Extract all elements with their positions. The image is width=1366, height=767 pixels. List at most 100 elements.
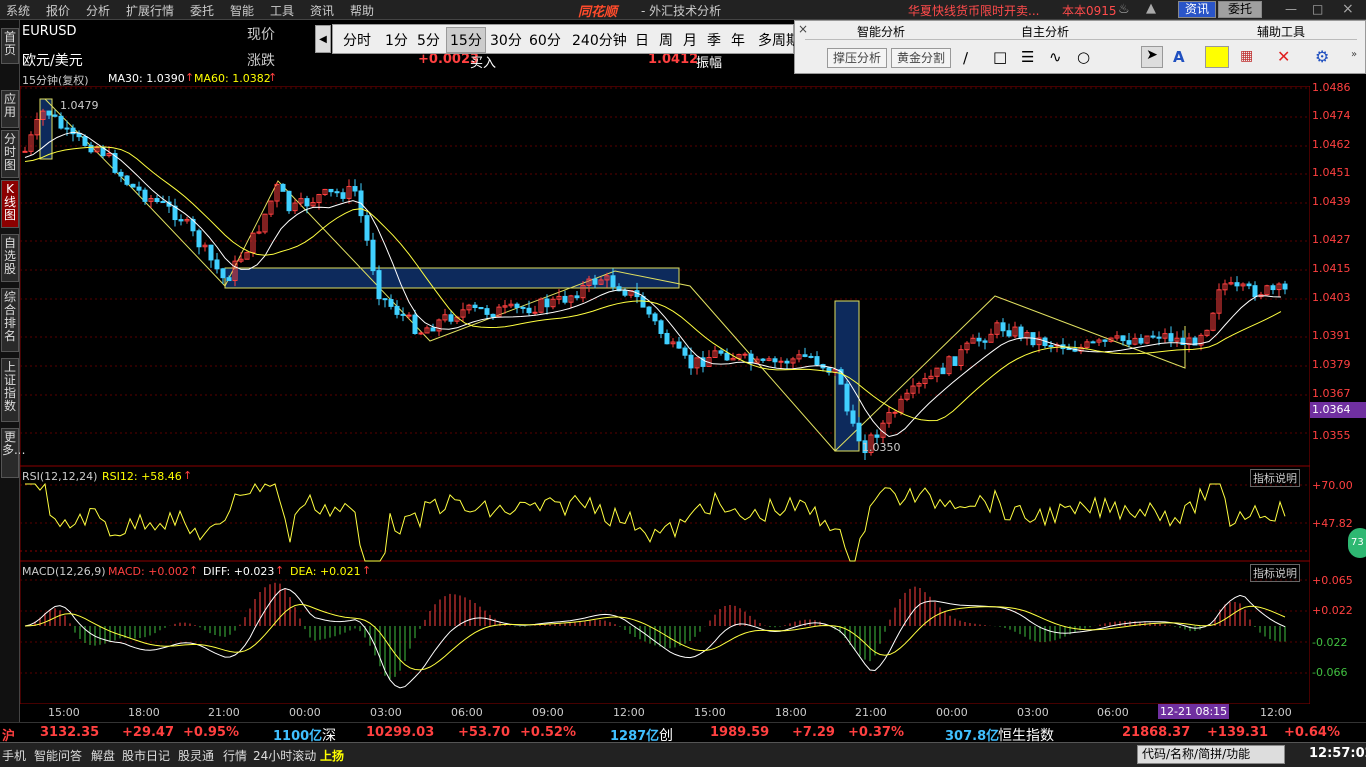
rect-tool-icon[interactable]: □ (993, 48, 1008, 66)
candle-body (1090, 341, 1096, 344)
bottom-analysis[interactable]: 解盘 (91, 749, 116, 763)
sh-percent: +0.95% (183, 725, 239, 740)
close-icon[interactable]: × (1342, 1, 1354, 17)
menu-quotes[interactable]: 报价 (46, 4, 71, 18)
menu-trade[interactable]: 委托 (190, 4, 215, 18)
nav-watchlist[interactable]: 自选股 (1, 234, 19, 282)
candle-body (322, 188, 328, 196)
candle-body (928, 375, 934, 380)
bottom-smart-qa[interactable]: 智能问答 (34, 749, 83, 763)
text-tool-icon[interactable]: A (1173, 48, 1185, 66)
period-day[interactable]: 日 (635, 33, 649, 49)
candle-body (532, 311, 538, 314)
list-tool-icon[interactable]: ☰ (1021, 48, 1035, 66)
candle-body (1114, 335, 1120, 339)
cy-percent: +0.37% (848, 725, 904, 740)
candle-body (874, 434, 880, 438)
candle-body (190, 218, 196, 232)
bottom-mobile[interactable]: 手机 (2, 749, 27, 763)
up-arrow-icon: ↑ (189, 564, 199, 577)
candle-body (82, 136, 88, 146)
settings-icon[interactable]: ⚙ (1315, 47, 1330, 66)
candle-body (784, 360, 790, 364)
shirt-icon[interactable]: ▲ (1146, 1, 1156, 16)
sz-volume: 1287亿 (610, 729, 660, 744)
candle-body (160, 201, 166, 204)
low-annotation: 1.0350 (862, 441, 901, 454)
info-button[interactable]: 资讯 (1178, 1, 1216, 18)
trade-button[interactable]: 委托 (1218, 1, 1262, 18)
line-tool-icon[interactable]: ∕ (963, 49, 969, 67)
period-15m[interactable]: 15分 (446, 27, 486, 53)
menu-smart[interactable]: 智能 (230, 4, 255, 18)
section-aux-tools: 辅助工具 (1257, 25, 1306, 39)
menu-help[interactable]: 帮助 (350, 4, 375, 18)
period-quarter[interactable]: 季 (707, 33, 721, 49)
period-month[interactable]: 月 (683, 33, 697, 49)
menu-system[interactable]: 系统 (6, 4, 31, 18)
candle-body (574, 295, 580, 299)
rsi-explain-button[interactable]: 指标说明 (1250, 469, 1300, 487)
code-search-input[interactable]: 代码/名称/简拼/功能 (1137, 745, 1285, 764)
bottom-quotes[interactable]: 行情 (223, 749, 248, 763)
nav-kline[interactable]: K线图 (1, 180, 19, 228)
time-tick: 12:00 (613, 706, 645, 719)
period-timeshare[interactable]: 分时 (343, 33, 371, 49)
bell-icon[interactable]: ♨ (1118, 2, 1130, 17)
delete-icon[interactable]: ✕ (1277, 47, 1291, 66)
bottom-stock-genius[interactable]: 股灵通 (178, 749, 215, 763)
menu-info[interactable]: 资讯 (310, 4, 335, 18)
support-resistance-button[interactable]: 撑压分析 (827, 48, 887, 68)
period-5m[interactable]: 5分 (417, 33, 440, 49)
restore-icon[interactable]: □ (1312, 2, 1324, 16)
candle-body (70, 127, 76, 135)
nav-timeshare[interactable]: 分时图 (1, 130, 19, 178)
nav-ranking[interactable]: 综合排名 (1, 288, 19, 352)
candle-body (154, 198, 160, 203)
candle-body (556, 295, 562, 300)
promo-link[interactable]: 华夏快线货币限时开卖... (908, 4, 1040, 18)
candle-body (1186, 337, 1192, 346)
side-badge[interactable]: 73 (1348, 528, 1366, 558)
time-tick: 06:00 (451, 706, 483, 719)
nav-more[interactable]: 更多... (1, 428, 25, 478)
bottom-24h-news[interactable]: 24小时滚动 (253, 749, 317, 763)
candle-body (646, 306, 652, 315)
eraser-icon[interactable]: ▦ (1240, 48, 1254, 64)
golden-section-button[interactable]: 黄金分割 (891, 48, 951, 68)
nav-apps[interactable]: 应用 (1, 90, 19, 128)
color-picker-icon[interactable] (1205, 46, 1229, 68)
macd-explain-button[interactable]: 指标说明 (1250, 564, 1300, 582)
candle-body (202, 244, 208, 248)
period-multi[interactable]: 多周期 (758, 33, 794, 49)
panel-close-icon[interactable]: × (798, 22, 809, 36)
period-60m[interactable]: 60分 (529, 33, 561, 49)
price-tick: 1.0439 (1312, 195, 1351, 208)
nav-home[interactable]: 首页 (1, 28, 19, 64)
kline-chart[interactable] (20, 86, 1310, 704)
dea-value: DEA: +0.021 (290, 565, 361, 578)
panel-more-icon[interactable]: » (1351, 49, 1358, 60)
minimize-icon[interactable]: — (1285, 2, 1297, 16)
candle-body (214, 259, 220, 270)
period-30m[interactable]: 30分 (490, 33, 522, 49)
candle-body (622, 290, 628, 296)
news-ticker[interactable]: 上扬 (320, 749, 345, 763)
candle-body (1228, 282, 1234, 285)
circle-tool-icon[interactable]: ○ (1077, 48, 1091, 66)
menu-tools[interactable]: 工具 (270, 4, 295, 18)
up-arrow-icon: ↑ (275, 564, 285, 577)
menu-analysis[interactable]: 分析 (86, 4, 111, 18)
section-smart-analysis: 智能分析 (857, 25, 906, 39)
candle-body (502, 305, 508, 308)
period-1m[interactable]: 1分 (385, 33, 408, 49)
period-week[interactable]: 周 (659, 33, 673, 49)
period-240m[interactable]: 240分钟 (572, 33, 627, 49)
menu-extended-quotes[interactable]: 扩展行情 (126, 4, 175, 18)
bottom-diary[interactable]: 股市日记 (122, 749, 171, 763)
nav-sh-index[interactable]: 上证指数 (1, 358, 19, 422)
cursor-icon[interactable]: ➤ (1141, 46, 1163, 68)
wave-tool-icon[interactable]: ∿ (1049, 48, 1062, 66)
period-year[interactable]: 年 (731, 33, 745, 49)
collapse-icon[interactable]: ◀ (315, 25, 331, 53)
